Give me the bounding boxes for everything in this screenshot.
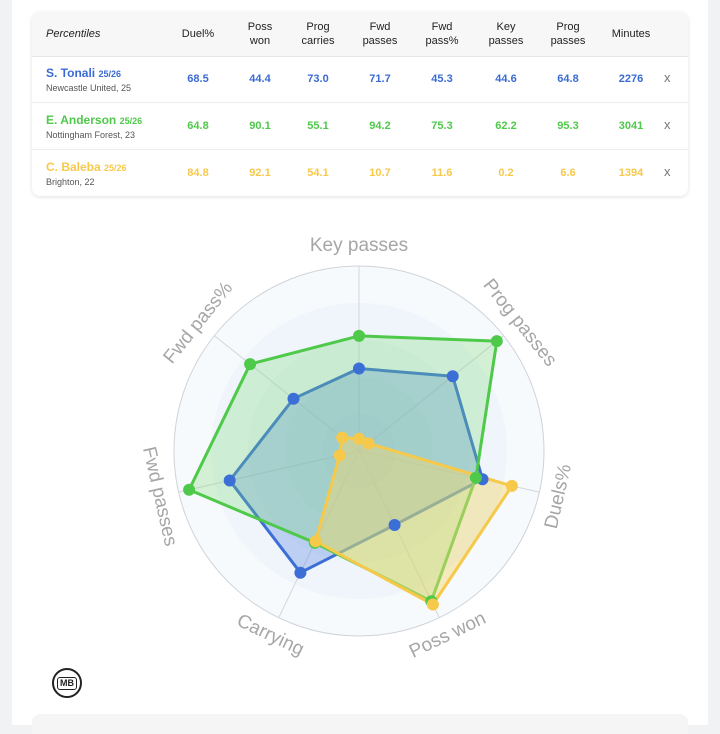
data-point [294, 566, 307, 579]
radar-spoke [178, 450, 360, 493]
bottom-card [32, 714, 688, 734]
table-header: Percentiles Duel% Poss won Prog carries Fwd pas… [32, 12, 688, 57]
radar-spoke [358, 335, 504, 452]
cell-value: 64.8 [187, 120, 209, 132]
cell-value: 55.1 [307, 120, 329, 132]
player-name[interactable]: S. Tonali 25/26 [46, 66, 121, 80]
data-point [336, 431, 349, 444]
radar-spoke [214, 335, 360, 452]
data-point [244, 358, 257, 371]
cell-value: 71.7 [369, 73, 391, 85]
data-point [490, 335, 503, 348]
cell-value: 68.5 [187, 73, 209, 85]
page: Percentiles Duel% Poss won Prog carries Fwd pas… [12, 0, 708, 734]
player-name[interactable]: E. Anderson 25/26 [46, 113, 143, 127]
axis-label: Key passes [310, 235, 408, 256]
cell-value: 95.3 [557, 120, 579, 132]
player-club: Brighton, 22 [46, 177, 95, 187]
cell-value: 2276 [618, 73, 644, 85]
data-point [362, 437, 375, 450]
remove-player-button[interactable]: x [664, 70, 671, 85]
cell-value: 3041 [618, 120, 644, 132]
column-header[interactable]: Minutes [611, 28, 651, 40]
cell-value: 54.1 [307, 167, 329, 179]
radar-spoke [358, 450, 440, 618]
remove-player-button[interactable]: x [664, 117, 671, 132]
player-club: Newcastle United, 25 [46, 83, 132, 93]
data-point [353, 362, 365, 375]
cell-value: 84.8 [187, 167, 209, 179]
cell-value: 44.4 [249, 73, 271, 85]
comparison-table: Percentiles Duel% Poss won Prog carries Fwd pas… [32, 12, 688, 196]
table-row: E. Anderson 25/26 Nottingham Forest, 23 64… [32, 103, 688, 150]
cell-value: 0.2 [498, 167, 514, 179]
data-point [183, 483, 196, 496]
column-header[interactable]: Poss won [247, 21, 273, 47]
data-point [446, 370, 459, 383]
cell-value: 45.3 [431, 73, 453, 85]
player-season: 25/26 [104, 163, 127, 173]
cell-value: 92.1 [249, 167, 271, 179]
column-header[interactable]: Prog passes [550, 21, 586, 47]
data-point [333, 449, 346, 462]
column-header[interactable]: Fwd passes [362, 21, 398, 47]
cell-value: 90.1 [249, 120, 271, 132]
cell-value: 73.0 [307, 73, 329, 85]
column-header[interactable]: Fwd pass% [425, 21, 459, 47]
cell-value: 10.7 [369, 167, 391, 179]
cell-value: 11.6 [431, 167, 453, 179]
header-percentiles: Percentiles [46, 28, 101, 40]
player-name[interactable]: C. Baleba 25/26 [46, 160, 127, 174]
data-point [309, 535, 322, 548]
cell-value: 64.8 [557, 73, 579, 85]
cell-value: 6.6 [560, 167, 576, 179]
cell-value: 44.6 [495, 73, 517, 85]
series-area [228, 367, 484, 575]
table-row: S. Tonali 25/26 Newcastle United, 25 68.5 4… [32, 56, 688, 103]
cell-value: 1394 [618, 167, 644, 179]
axis-label: Duels% [541, 462, 576, 531]
player-season: 25/26 [98, 69, 121, 79]
column-header[interactable]: Prog carries [301, 21, 335, 47]
player-club: Nottingham Forest, 23 [46, 130, 136, 140]
data-point [353, 329, 365, 342]
column-header[interactable]: Key passes [488, 21, 524, 47]
logo-text: MB [57, 676, 77, 690]
data-point [505, 479, 518, 492]
data-point [353, 432, 365, 445]
data-point [469, 471, 482, 484]
cell-value: 62.2 [495, 120, 517, 132]
data-point [223, 474, 236, 487]
data-point [388, 519, 401, 531]
column-header[interactable]: Duel% [181, 28, 215, 40]
cell-value: 75.3 [431, 120, 453, 132]
player-season: 25/26 [119, 116, 143, 126]
mb-logo: MB [52, 668, 82, 698]
cell-value: 94.2 [369, 120, 391, 132]
remove-player-button[interactable]: x [664, 164, 671, 179]
table-row: C. Baleba 25/26 Brighton, 22 84.8 92.1 54.1 1… [32, 150, 688, 196]
data-point [287, 392, 300, 405]
data-point [426, 598, 439, 611]
